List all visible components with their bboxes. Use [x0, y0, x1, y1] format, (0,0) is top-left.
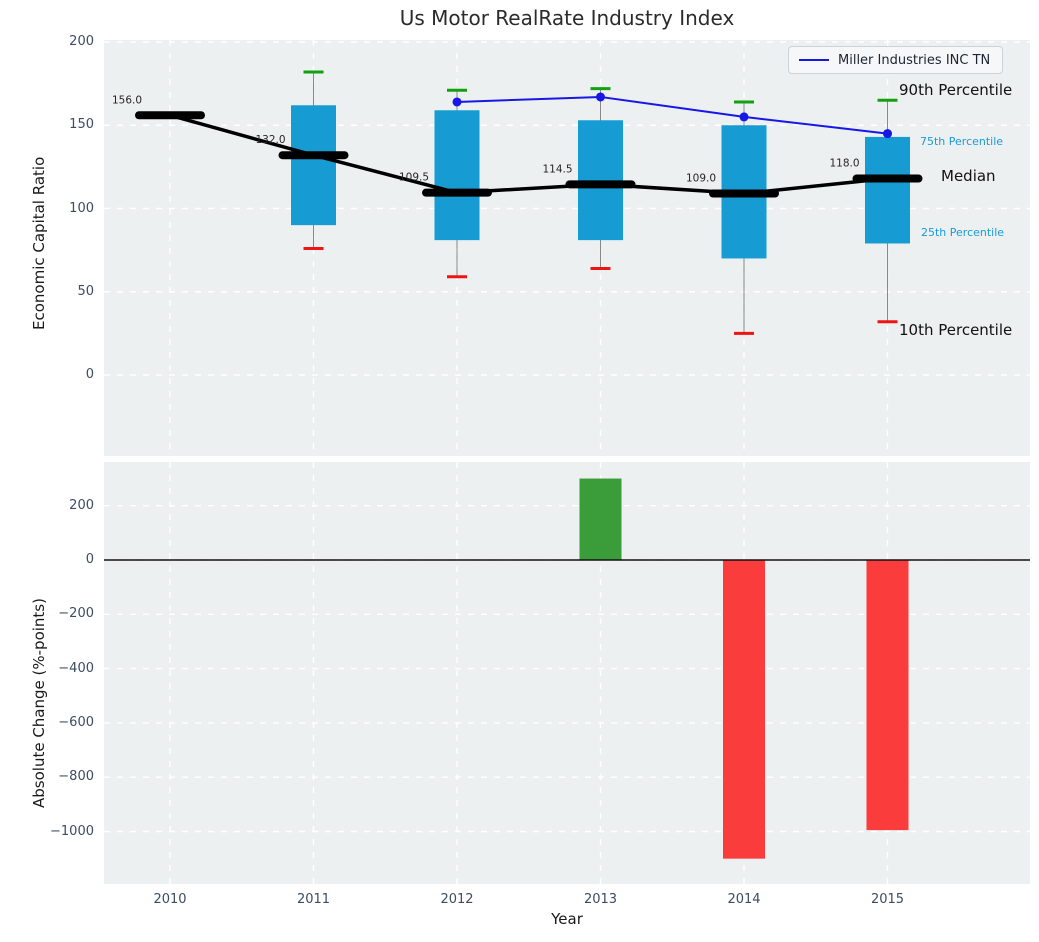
xtick-label: 2014: [727, 892, 761, 907]
percentile-box: [578, 120, 623, 241]
annotation-median: Median: [941, 167, 996, 185]
legend-label: Miller Industries INC TN: [838, 52, 991, 68]
median-value-label: 109.5: [399, 172, 429, 184]
company-dot: [596, 92, 605, 102]
median-value-label: 114.5: [543, 163, 573, 175]
company-line: [456, 95, 888, 135]
median-value-label: 132.0: [256, 134, 286, 146]
xtick-label: 2015: [870, 892, 905, 907]
xtick-label: 2012: [440, 892, 474, 907]
xtick-label: 2011: [296, 892, 331, 907]
company-dot: [452, 97, 462, 107]
ytick-label: 0: [85, 552, 94, 567]
x-axis-label: Year: [551, 910, 583, 928]
company-dot: [883, 129, 892, 139]
percentile-box: [434, 110, 480, 241]
bottom-plot-svg: [104, 462, 1030, 884]
top-plot-area: 156.0 132.0 109.5 114.5 109.0 118.0: [104, 40, 1030, 456]
legend: Miller Industries INC TN: [788, 46, 1004, 74]
ytick-label: 0: [85, 367, 94, 382]
ytick-label: 200: [69, 497, 94, 513]
percentile-box: [865, 136, 910, 244]
change-bar: [723, 560, 765, 859]
annotation-90th-percentile: 90th Percentile: [899, 81, 1013, 99]
annotation-75th-percentile: 75th Percentile: [920, 135, 1004, 148]
y-axis-label-bottom: Absolute Change (%-points): [30, 598, 48, 808]
annotation-25th-percentile: 25th Percentile: [921, 226, 1005, 239]
xtick-label: 2013: [583, 892, 618, 907]
ytick-label: −1000: [50, 823, 94, 839]
chart-title: Us Motor RealRate Industry Index: [399, 6, 735, 30]
change-bar: [866, 560, 909, 831]
bottom-plot-area: [104, 462, 1030, 884]
y-axis-label-top: Economic Capital Ratio: [30, 156, 48, 330]
ytick-label: 150: [69, 117, 94, 133]
top-plot-svg: 156.0 132.0 109.5 114.5 109.0 118.0: [104, 40, 1030, 456]
ytick-label: 200: [69, 34, 94, 49]
percentile-box: [291, 105, 336, 226]
legend-line-icon: [799, 59, 829, 61]
median-value-label: 118.0: [830, 158, 860, 170]
xtick-label: 2010: [153, 892, 187, 907]
median-value-label: 156.0: [112, 94, 142, 106]
change-bar: [579, 478, 622, 560]
median-line: [169, 113, 888, 196]
annotation-10th-percentile: 10th Percentile: [899, 321, 1013, 339]
median-value-label: 109.0: [686, 173, 716, 185]
company-dot: [739, 112, 749, 122]
